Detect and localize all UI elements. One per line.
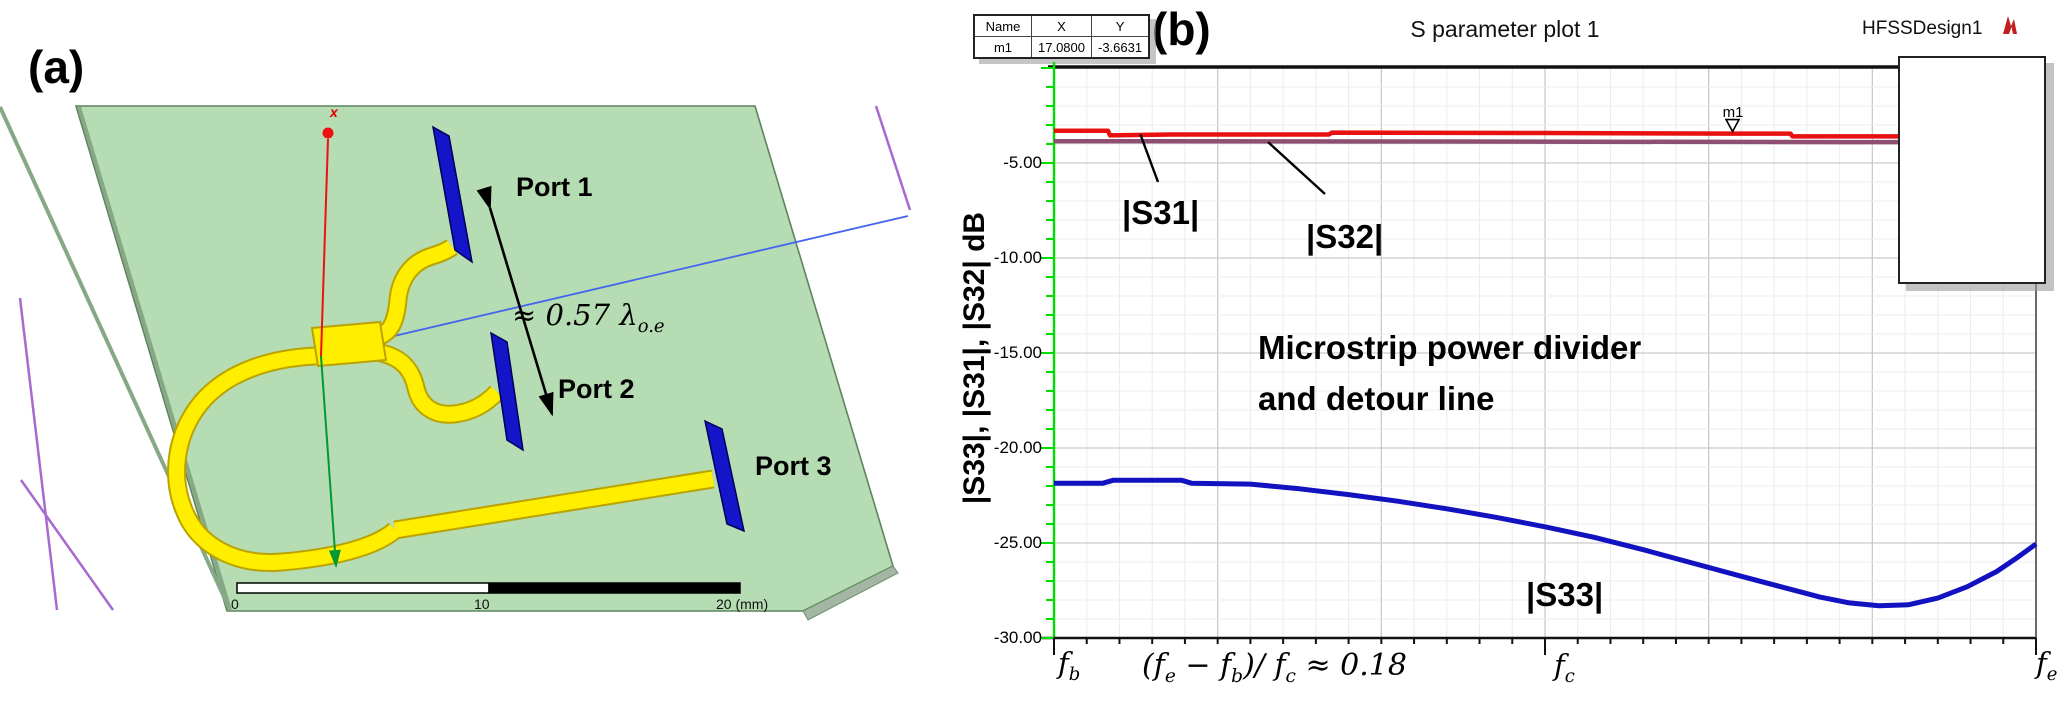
marker-row: m1 17.0800 -3.6631 [973, 36, 1150, 59]
panel-b-label: (b) [1152, 3, 1211, 55]
port-spacing-arrow [476, 185, 554, 417]
y-tick-label: -25.00 [993, 533, 1042, 552]
measure-line [376, 215, 909, 341]
length-annotation: ≈ 0.57 λo.e [512, 298, 665, 337]
port3-face [703, 419, 746, 533]
marker-y-cell: -3.6631 [1091, 36, 1150, 59]
y-tick-label: -5.00 [1003, 153, 1042, 172]
z-axis-line [320, 138, 329, 357]
port3-label: Port 3 [755, 451, 832, 481]
y-axis-line [320, 355, 341, 568]
marker-name-cell: m1 [973, 36, 1032, 59]
xtick-fe: fe [2036, 646, 2058, 685]
scale-10: 10 [474, 596, 490, 612]
hfss-model-drawing [0, 105, 912, 621]
y-tick-label: -30.00 [993, 628, 1042, 647]
scale-0: 0 [231, 596, 239, 612]
m1-marker-label: m1 [1722, 104, 1744, 121]
panel-a-label: (a) [28, 41, 85, 93]
design-name: HFSSDesign1 [1862, 18, 1983, 39]
origin-dot [322, 127, 334, 139]
m1-marker-icon [1724, 118, 1741, 134]
detour-loop [169, 348, 401, 570]
scale-bar-black [488, 582, 741, 594]
substrate-left-side-face [77, 106, 232, 611]
branch-to-port1 [371, 240, 457, 346]
waveport-edge-left-2 [19, 479, 115, 611]
trace-to-port3 [393, 471, 715, 538]
scale-20mm: 20 (mm) [716, 596, 769, 612]
curve-s33 [1054, 477, 2038, 609]
marker-table: Name X Y m1 17.0800 -3.6631 [973, 14, 1151, 59]
junction-section [310, 320, 388, 368]
curve-s32 [1053, 138, 2036, 145]
s31-curve-label: |S31| [1122, 194, 1200, 231]
port1-face [431, 125, 474, 264]
s31-leader-line [1139, 134, 1160, 183]
hfss-logo-icon [2003, 16, 2017, 34]
legend-box [1898, 56, 2046, 284]
y-tick-label: -10.00 [993, 248, 1042, 267]
plot-title: S parameter plot 1 [1410, 16, 1600, 42]
xtick-fb: fb [1058, 646, 1081, 685]
s32-leader-line [1267, 141, 1326, 195]
x-axis-tag: x [330, 104, 338, 120]
plot-annotation: Microstrip power divider and detour line [1258, 322, 1641, 424]
waveport-edge-left-1 [18, 297, 59, 611]
port1-label: Port 1 [516, 172, 593, 202]
port2-label: Port 2 [558, 374, 635, 404]
bandwidth-annotation: (fe − fb)/ fc ≈ 0.18 [1142, 648, 1407, 687]
substrate-corner-bevel [802, 565, 899, 621]
plot-annotation-line2: and detour line [1258, 380, 1495, 418]
xtick-fc: fc [1554, 648, 1575, 687]
s33-curve-label: |S33| [1526, 576, 1604, 613]
y-tick-label: -20.00 [993, 438, 1042, 457]
y-tick-label: -15.00 [993, 343, 1042, 362]
marker-x-cell: 17.0800 [1031, 36, 1092, 59]
plot-annotation-line1: Microstrip power divider [1258, 329, 1642, 366]
s32-curve-label: |S32| [1306, 218, 1384, 255]
waveport-edge-top-right [874, 105, 912, 211]
